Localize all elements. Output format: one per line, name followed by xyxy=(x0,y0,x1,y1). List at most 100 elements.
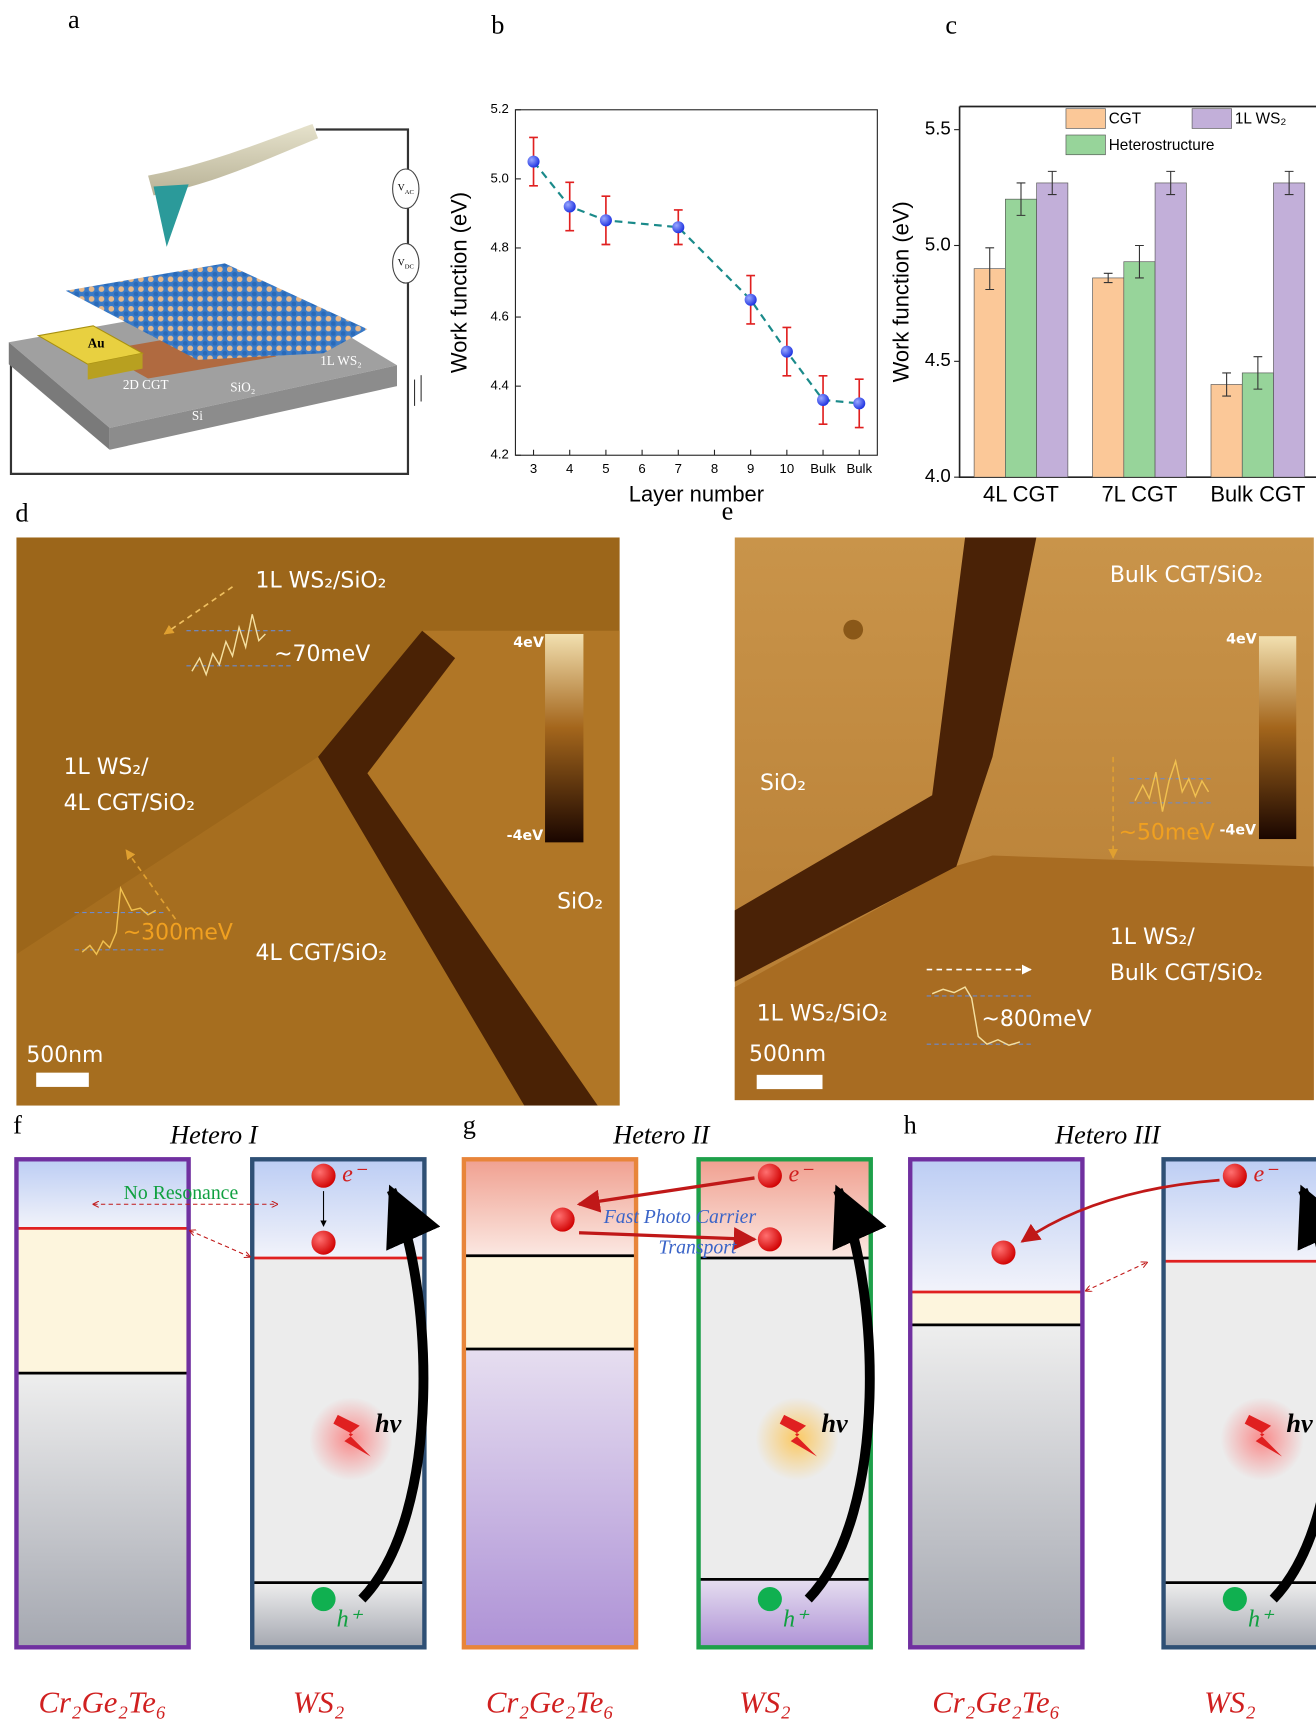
band-region xyxy=(16,1373,188,1647)
colorbar xyxy=(545,634,583,842)
data-point xyxy=(817,394,829,406)
annotation: Transport xyxy=(659,1237,737,1259)
y-tick-label: 5.5 xyxy=(925,118,951,139)
x-tick-label: Bulk xyxy=(846,461,872,476)
data-line xyxy=(534,162,860,404)
diagram-title: Hetero III xyxy=(1054,1120,1161,1149)
band-region xyxy=(910,1292,1082,1325)
electron-label: e⁻ xyxy=(1253,1161,1279,1187)
hole-label: h⁺ xyxy=(337,1607,364,1633)
legend-swatch xyxy=(1066,135,1105,155)
data-point xyxy=(672,221,684,233)
scale-bar xyxy=(757,1075,823,1089)
region-label: 4L CGT/SiO₂ xyxy=(256,941,387,966)
electron xyxy=(1223,1164,1247,1188)
legend-label: 1L WS₂ xyxy=(1235,111,1286,128)
label: 1L WS₂ xyxy=(320,353,362,368)
data-point xyxy=(853,397,865,409)
y-tick-label: 4.5 xyxy=(925,349,951,370)
x-tick-label: Bulk CGT xyxy=(1210,482,1305,507)
material-label: Cr₂Ge₂Te₆ xyxy=(38,1685,166,1719)
colorbar-label: -4eV xyxy=(1219,822,1256,838)
y-axis-title: Work function (eV) xyxy=(446,192,471,373)
panel-letter: h xyxy=(904,1111,917,1140)
electron xyxy=(758,1164,782,1188)
x-tick-label: 7 xyxy=(675,461,682,476)
electron xyxy=(758,1227,782,1251)
bar xyxy=(1093,278,1124,477)
y-tick-label: 4.4 xyxy=(491,378,509,393)
schematic: VAC VDC Au 2D CGT SiO₂ Si 1L WS₂ xyxy=(9,124,421,474)
region-label: 1L WS₂/ xyxy=(1110,925,1196,950)
bar xyxy=(1211,384,1242,477)
material-label: Cr₂Ge₂Te₆ xyxy=(932,1685,1060,1719)
hole xyxy=(311,1587,335,1611)
label: Au xyxy=(88,335,105,350)
data-point xyxy=(564,200,576,212)
x-tick-label: 8 xyxy=(711,461,718,476)
hole xyxy=(1223,1587,1247,1611)
band-region xyxy=(16,1228,188,1373)
electron xyxy=(991,1240,1015,1264)
legend-swatch xyxy=(1192,109,1231,129)
panel-letter: g xyxy=(463,1111,476,1140)
hole-label: h⁺ xyxy=(1248,1607,1275,1633)
x-tick-label: Bulk xyxy=(810,461,836,476)
bar xyxy=(1155,183,1186,477)
panel-letter: c xyxy=(945,11,957,40)
legend-label: Heterostructure xyxy=(1109,137,1215,154)
electron xyxy=(551,1208,575,1232)
colorbar xyxy=(1259,636,1296,839)
colorbar-label: -4eV xyxy=(507,828,544,844)
material-label: WS₂ xyxy=(739,1685,791,1719)
diagram-title: Hetero II xyxy=(612,1120,710,1149)
x-tick-label: 9 xyxy=(747,461,754,476)
y-tick-label: 4.0 xyxy=(925,465,951,486)
bar xyxy=(1037,183,1068,477)
profile-label: ~70meV xyxy=(274,642,370,667)
material-label: Cr₂Ge₂Te₆ xyxy=(486,1685,614,1719)
panel-letter: d xyxy=(15,499,28,528)
band-region xyxy=(910,1325,1082,1647)
region-label: Bulk CGT/SiO₂ xyxy=(1110,961,1263,986)
x-tick-label: 5 xyxy=(602,461,609,476)
label: 2D CGT xyxy=(123,377,169,392)
band-diagrams: Hetero ICr₂Ge₂Te₆WS₂hvh⁺e⁻No ResonanceHe… xyxy=(16,1120,1316,1719)
y-tick-label: 5.0 xyxy=(491,170,509,185)
legend-swatch xyxy=(1066,109,1105,129)
afm-image: 4eV -4eV Bulk CGT/SiO₂ SiO₂ ~50meV 1L WS… xyxy=(735,537,1314,1100)
resonance-arrow xyxy=(190,1231,250,1257)
region-label: 1L WS₂/SiO₂ xyxy=(256,568,387,593)
x-tick-label: 6 xyxy=(638,461,645,476)
electron-label: e⁻ xyxy=(789,1161,815,1187)
region-label: SiO₂ xyxy=(557,890,603,915)
region-label: Bulk CGT/SiO₂ xyxy=(1110,563,1263,588)
region-label: 4L CGT/SiO₂ xyxy=(64,791,195,816)
y-tick-label: 4.6 xyxy=(491,309,509,324)
bar xyxy=(974,269,1005,478)
data-point xyxy=(781,346,793,358)
profile-label: ~50meV xyxy=(1119,821,1215,846)
x-axis-title: Layer number xyxy=(629,482,764,507)
annotation: Fast Photo Carrier xyxy=(603,1206,757,1228)
scale-bar-label: 500nm xyxy=(749,1042,826,1067)
legend-label: CGT xyxy=(1109,111,1142,128)
material-label: WS₂ xyxy=(293,1685,345,1719)
electron xyxy=(311,1164,335,1188)
electron-label: e⁻ xyxy=(342,1161,368,1187)
y-tick-label: 4.2 xyxy=(491,447,509,462)
panel-letter: f xyxy=(13,1111,22,1140)
electron xyxy=(311,1231,335,1255)
profile-label: ~800meV xyxy=(982,1007,1092,1032)
y-tick-label: 5.2 xyxy=(491,101,509,116)
hole xyxy=(758,1587,782,1611)
data-point xyxy=(527,156,539,168)
profile-label: ~300meV xyxy=(123,920,233,945)
y-tick-label: 5.0 xyxy=(925,233,951,254)
bar xyxy=(1124,262,1155,477)
photon-label: hv xyxy=(1286,1409,1313,1438)
region-label: 1L WS₂/SiO₂ xyxy=(757,1002,888,1027)
label: SiO₂ xyxy=(230,379,255,394)
y-tick-label: 4.8 xyxy=(491,239,509,254)
